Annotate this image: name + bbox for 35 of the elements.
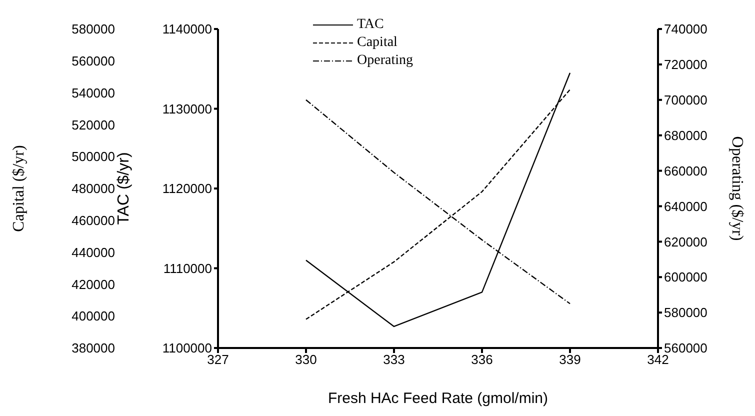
y-tick-label: 1140000 <box>162 22 212 37</box>
y2-tick-label: 680000 <box>664 128 708 143</box>
x-tick-label: 330 <box>295 352 317 368</box>
y-tick-label: 1110000 <box>163 260 212 276</box>
y3-tick-label: 500000 <box>72 149 115 164</box>
y3-tick-label: 440000 <box>72 244 115 260</box>
y3-tick-label: 420000 <box>72 276 115 292</box>
y2-tick-label: 600000 <box>664 270 708 285</box>
y3-tick-label: 460000 <box>72 213 115 228</box>
y2-axis-title: Operating ($/yr) <box>728 136 746 241</box>
y3-tick-label: 520000 <box>72 117 115 132</box>
y2-tick-label: 660000 <box>664 163 708 178</box>
y2-tick-label: 640000 <box>664 198 708 214</box>
y2-tick-label: 740000 <box>664 22 708 37</box>
legend-label: Capital <box>357 35 398 51</box>
y3-tick-label: 560000 <box>72 54 115 69</box>
x-axis-title: Fresh HAc Feed Rate (gmol/min) <box>328 390 548 407</box>
y-tick-label: 1120000 <box>162 181 212 196</box>
x-tick-label: 339 <box>559 352 581 368</box>
x-tick-label: 333 <box>383 352 405 368</box>
y3-tick-label: 400000 <box>72 308 115 324</box>
legend-label: Operating <box>357 53 413 69</box>
y3-tick-label: 580000 <box>72 22 115 37</box>
y3-axis-title: Capital ($/yr) <box>10 145 28 232</box>
legend-label: TAC <box>357 17 384 33</box>
y2-tick-label: 720000 <box>664 57 708 72</box>
y2-tick-label: 620000 <box>664 234 708 250</box>
y2-tick-label: 580000 <box>664 305 708 320</box>
y-axis-title: TAC ($/yr) <box>116 152 133 225</box>
y-tick-label: 1130000 <box>162 101 212 116</box>
y3-tick-label: 540000 <box>72 85 115 100</box>
y2-tick-label: 700000 <box>664 92 708 108</box>
y3-tick-label: 480000 <box>72 181 115 196</box>
y3-tick-label: 380000 <box>72 340 115 356</box>
x-tick-label: 336 <box>471 352 493 368</box>
